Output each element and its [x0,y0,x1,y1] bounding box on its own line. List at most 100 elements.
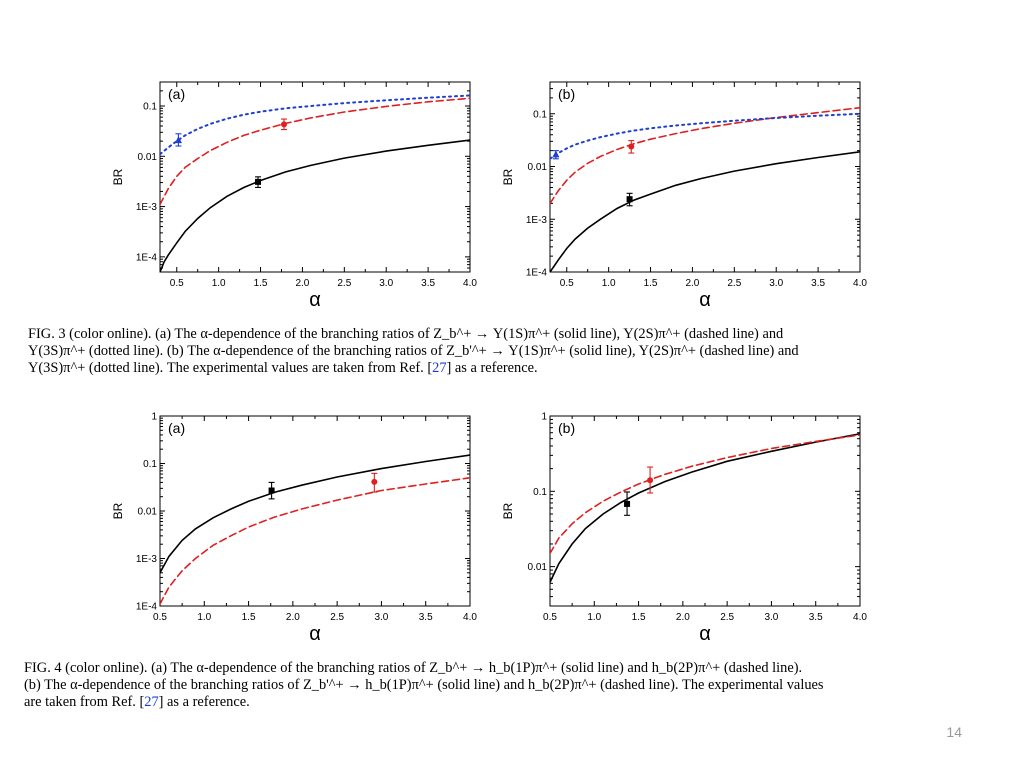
x-tick-label: 4.0 [463,278,477,289]
fig4-caption: FIG. 4 (color online). (a) The α-depende… [24,660,954,711]
series-dashed-line [550,434,860,555]
x-tick-label: 2.0 [286,612,300,623]
panel-label: (b) [558,86,575,102]
y-axis-label: BR [501,168,515,185]
reference-link[interactable]: 27 [432,360,447,376]
y-tick-label: 1 [151,412,157,423]
y-axis-label: BR [111,502,125,519]
x-tick-label: 1.0 [587,612,601,623]
y-tick-label: 0.01 [528,562,548,573]
y-tick-label: 0.1 [533,487,547,498]
fig4-panel-b-chart: 0.5 1.0 1.5 2.0 2.5 3.0 3.5 4.0 0.01 0.1 1 BR α (b) [501,412,867,646]
y-tick-label: 1E-3 [136,554,158,565]
y-tick-label: 1E-3 [526,215,548,226]
x-tick-label: 0.5 [560,278,574,289]
data-point-circle [647,477,654,484]
x-tick-label: 1.5 [644,278,658,289]
fig3-panel-b-chart: 0.5 1.0 1.5 2.0 2.5 3.0 3.5 4.0 1E-4 1E-3 0.01 0.1 B… [501,81,867,311]
y-tick-label: 1E-4 [526,268,548,279]
x-tick-label: 4.0 [853,612,867,623]
y-tick-label: 1E-3 [136,202,158,213]
fig4-panel-a: 0.5 1.0 1.5 2.0 2.5 3.0 3.5 4.0 1E-4 1E-3 0.01 0.1 1… [100,412,490,646]
x-axis-label: α [309,289,321,311]
fig3-caption-line-2: Υ(3S)π^+ (dotted line). (b) The α-depend… [28,343,799,359]
x-tick-label: 3.0 [764,612,778,623]
data-point-square [255,178,262,185]
fig4-caption-line-1: FIG. 4 (color online). (a) The α-depende… [24,660,803,676]
x-axis-label: α [699,289,711,311]
plot-frame [549,415,861,607]
x-tick-label: 0.5 [543,612,557,623]
y-tick-label: 1 [541,412,547,423]
plot-frame [549,81,861,273]
x-tick-label: 4.0 [463,612,477,623]
data-point-circle [371,478,378,485]
x-tick-label: 2.5 [330,612,344,623]
x-tick-label: 2.5 [727,278,741,289]
reference-link[interactable]: 27 [144,694,159,710]
data-point-square [626,196,633,203]
fig4-caption-line-2: (b) The α-dependence of the branching ra… [24,677,824,693]
y-axis-label: BR [501,502,515,519]
fig3-caption-line-3: Υ(3S)π^+ (dotted line). The experimental… [28,360,538,376]
x-tick-label: 2.0 [676,612,690,623]
x-tick-label: 3.0 [769,278,783,289]
panel-label: (a) [168,420,185,436]
data-point-circle [281,121,287,128]
fig4-caption-line-3: are taken from Ref. [27] as a reference. [24,694,250,710]
series-solid-line [160,139,470,272]
y-tick-label: 0.1 [143,459,157,470]
x-tick-label: 1.0 [602,278,616,289]
data-point-square [268,487,275,494]
x-tick-label: 2.0 [685,278,699,289]
x-tick-label: 2.5 [720,612,734,623]
x-tick-label: 1.5 [242,612,256,623]
x-tick-label: 2.0 [295,278,309,289]
panel-label: (a) [168,86,185,102]
series-solid-line [550,433,860,584]
y-tick-label: 0.01 [138,507,158,518]
series-solid-line [160,454,470,574]
fig3-panel-a: 0.5 1.0 1.5 2.0 2.5 3.0 3.5 4.0 1E-4 1E-3 0.01 0.1 B… [100,78,490,311]
x-tick-label: 3.5 [809,612,823,623]
x-tick-label: 3.5 [421,278,435,289]
plot-frame [159,81,471,273]
y-tick-label: 0.01 [138,152,158,163]
y-tick-label: 0.1 [533,109,547,120]
fig4-panel-b: 0.5 1.0 1.5 2.0 2.5 3.0 3.5 4.0 0.01 0.1 1 BR α (b) [490,412,880,646]
x-tick-label: 3.5 [811,278,825,289]
x-tick-label: 1.0 [197,612,211,623]
y-tick-label: 1E-4 [136,252,158,263]
x-axis-label: α [699,623,711,645]
x-tick-label: 1.5 [632,612,646,623]
y-tick-label: 1E-4 [136,602,158,613]
series-dotted-line [550,112,860,160]
x-tick-label: 4.0 [853,278,867,289]
data-point-circle [628,143,635,150]
x-tick-label: 1.0 [212,278,226,289]
series-dashed-line [160,477,470,605]
fig3-panel-a-chart: 0.5 1.0 1.5 2.0 2.5 3.0 3.5 4.0 1E-4 1E-3 0.01 0.1 B… [111,81,477,311]
series-solid-line [550,151,860,272]
series-dashed-line [160,97,470,206]
y-axis-label: BR [111,168,125,185]
x-tick-label: 2.5 [337,278,351,289]
fig4-panel-a-chart: 0.5 1.0 1.5 2.0 2.5 3.0 3.5 4.0 1E-4 1E-3 0.01 0.1 1… [111,412,477,646]
fig3-panel-b: 0.5 1.0 1.5 2.0 2.5 3.0 3.5 4.0 1E-4 1E-3 0.01 0.1 B… [490,78,880,311]
x-tick-label: 3.0 [374,612,388,623]
y-tick-label: 0.1 [143,101,157,112]
x-axis-label: α [309,623,321,645]
x-tick-label: 1.5 [254,278,268,289]
page-number: 14 [946,724,962,740]
fig3-caption: FIG. 3 (color online). (a) The α-depende… [28,326,958,377]
x-tick-label: 3.5 [419,612,433,623]
plot-frame [159,415,471,607]
panel-label: (b) [558,420,575,436]
x-tick-label: 0.5 [153,612,167,623]
x-tick-label: 3.0 [379,278,393,289]
series-dashed-line [550,106,860,205]
data-point-square [624,500,631,507]
x-tick-label: 0.5 [170,278,184,289]
fig3-caption-line-1: FIG. 3 (color online). (a) The α-depende… [28,326,784,342]
data-point-triangle [552,150,560,158]
